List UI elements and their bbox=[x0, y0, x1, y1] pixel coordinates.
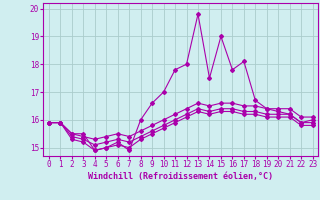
X-axis label: Windchill (Refroidissement éolien,°C): Windchill (Refroidissement éolien,°C) bbox=[88, 172, 273, 181]
